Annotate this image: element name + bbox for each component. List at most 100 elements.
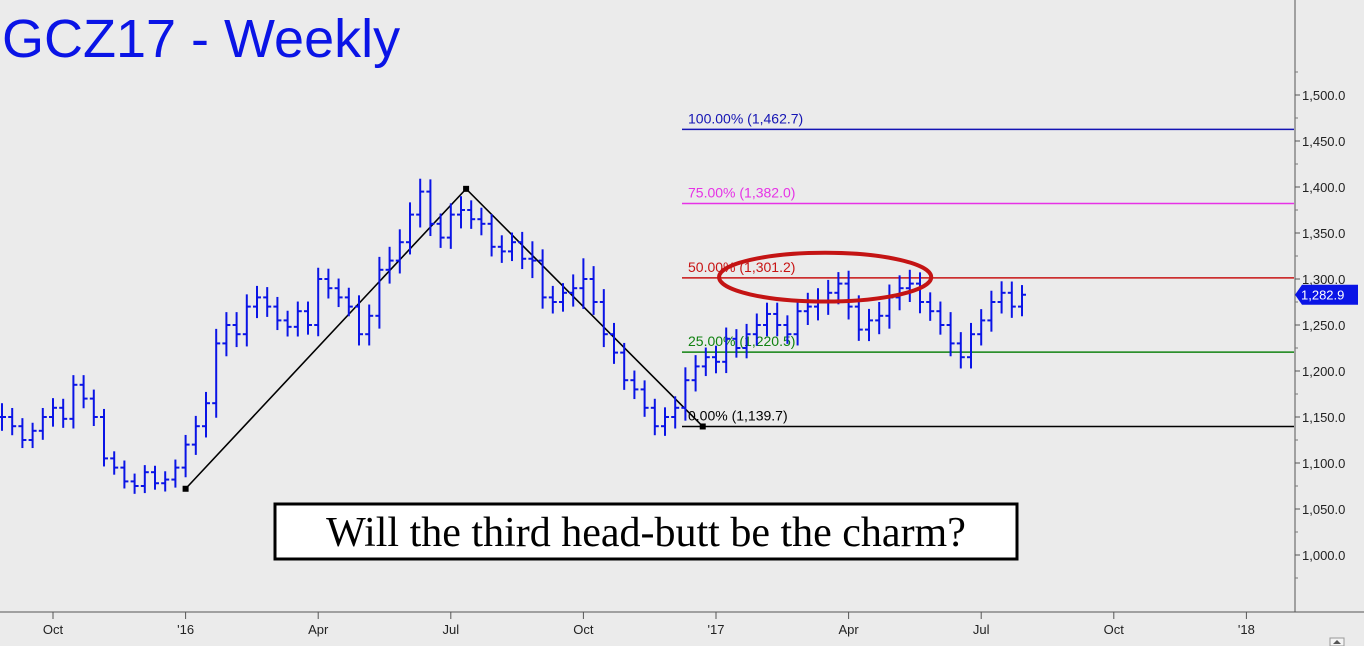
last-price-badge [1295, 284, 1358, 305]
ohlc-bar [457, 196, 465, 229]
caption-frame [273, 502, 1019, 561]
ohlc-bar [171, 459, 180, 488]
y-tick-label: 1,050.0 [1302, 502, 1345, 517]
ohlc-bar [559, 283, 567, 312]
ohlc-bar [661, 407, 669, 436]
ohlc-bar [344, 287, 353, 317]
ohlc-bar [783, 315, 792, 344]
ohlc-bar [671, 396, 680, 429]
ohlc-bar [212, 328, 221, 418]
ohlc-bar [263, 287, 272, 317]
ohlc-bar [416, 178, 425, 228]
ohlc-bar [18, 418, 27, 449]
last-price-label: 1,282.9 [1301, 288, 1344, 303]
ohlc-bar [589, 266, 598, 315]
last-price-marker: 1,282.9 [1295, 284, 1358, 305]
x-axis-ticks: Oct '16 Apr Jul Oct '17 Apr Jul Oct '18 [43, 612, 1255, 637]
ohlc-bar [497, 235, 506, 263]
ohlc-bar [426, 179, 435, 237]
ohlc-bar [620, 342, 629, 390]
ohlc-bar [130, 473, 139, 494]
ohlc-bar [191, 415, 200, 455]
ohlc-bar [875, 302, 884, 335]
ohlc-bar [283, 310, 292, 337]
ohlc-bar [232, 312, 241, 348]
y-tick-label: 1,150.0 [1302, 410, 1345, 425]
ohlc-bar [120, 460, 129, 489]
ohlc-bar [844, 270, 853, 320]
ohlc-bar [1007, 281, 1016, 318]
ohlc-bar [273, 296, 282, 331]
ohlc-bar [395, 229, 404, 274]
x-tick-label: '17 [708, 622, 725, 637]
ohlc-bar [926, 292, 935, 321]
ohlc-bar [742, 323, 751, 359]
ohlc-bar [722, 327, 731, 374]
ohlc-bar [967, 322, 975, 369]
ohlc-bar [0, 403, 6, 431]
ohlc-bar [242, 294, 251, 347]
ohlc-bar [773, 302, 782, 337]
ohlc-bar [487, 214, 496, 257]
ohlc-bar [936, 301, 945, 335]
ohlc-bar [640, 380, 649, 417]
ohlc-bar [253, 285, 261, 319]
swing-point [182, 485, 189, 492]
ohlc-bar [334, 278, 343, 308]
ohlc-bar [977, 309, 986, 346]
fib-label: 75.00% (1,382.0) [688, 185, 795, 201]
y-tick-label: 1,200.0 [1302, 364, 1345, 379]
x-tick-label: Jul [973, 622, 990, 637]
y-tick-label: 1,250.0 [1302, 318, 1345, 333]
ohlc-bar [803, 292, 812, 325]
ohlc-bar [100, 408, 108, 467]
ohlc-bar [508, 232, 516, 262]
swing-point [463, 185, 470, 192]
y-tick-label: 1,450.0 [1302, 134, 1345, 149]
ohlc-bar [28, 422, 37, 449]
ohlc-bar [569, 274, 578, 307]
ohlc-bar [610, 322, 618, 364]
ohlc-bar [181, 434, 190, 478]
ohlc-bar [477, 207, 486, 236]
fibonacci-levels: 100.00% (1,462.7) 75.00% (1,382.0) 50.00% … [682, 110, 1294, 428]
scroll-control[interactable] [1329, 637, 1345, 646]
y-axis-ticks: 1,000.0 1,050.0 1,100.0 1,150.0 1,200.0 1,250… [1295, 71, 1345, 579]
ohlc-bar [59, 398, 68, 428]
ohlc-bar [712, 345, 720, 374]
y-tick-label: 1,300.0 [1302, 272, 1345, 287]
ohlc-bar [365, 304, 374, 346]
ohlc-bar [946, 312, 955, 357]
ohlc-bar [151, 465, 159, 490]
y-tick-label: 1,400.0 [1302, 180, 1345, 195]
x-tick-label: Oct [43, 622, 64, 637]
ohlc-bar [956, 332, 965, 369]
ohlc-bar [79, 375, 88, 409]
ohlc-bar [222, 312, 231, 357]
x-tick-label: Apr [308, 622, 329, 637]
ohlc-bar [834, 272, 843, 305]
x-tick-label: Oct [573, 622, 594, 637]
ohlc-bar [752, 313, 761, 346]
swing-point [699, 423, 706, 430]
x-tick-label: Oct [1104, 622, 1125, 637]
ohlc-bar [548, 285, 557, 314]
ohlc-bar [854, 295, 863, 341]
ohlc-bar [793, 299, 802, 346]
ohlc-bar [293, 301, 302, 337]
ohlc-bar [1018, 285, 1026, 317]
ohlc-bar [314, 267, 323, 337]
ohlc-bar [324, 268, 333, 299]
ohlc-bar [375, 256, 384, 329]
fib-label: 25.00% (1,220.5) [688, 333, 795, 349]
ohlc-bar [38, 407, 47, 440]
ohlc-bar [681, 367, 690, 421]
ohlc-bar [538, 249, 547, 309]
ohlc-bar [202, 391, 210, 438]
ohlc-bar [69, 375, 78, 429]
ohlc-bar [467, 200, 476, 229]
ohlc-bar [599, 289, 608, 348]
ohlc-bar [110, 451, 119, 475]
price-bars [0, 178, 1026, 494]
